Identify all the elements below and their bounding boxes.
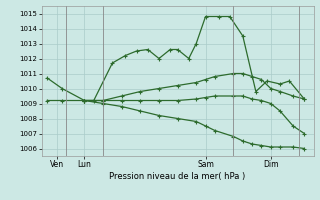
X-axis label: Pression niveau de la mer( hPa ): Pression niveau de la mer( hPa ) [109,172,246,181]
